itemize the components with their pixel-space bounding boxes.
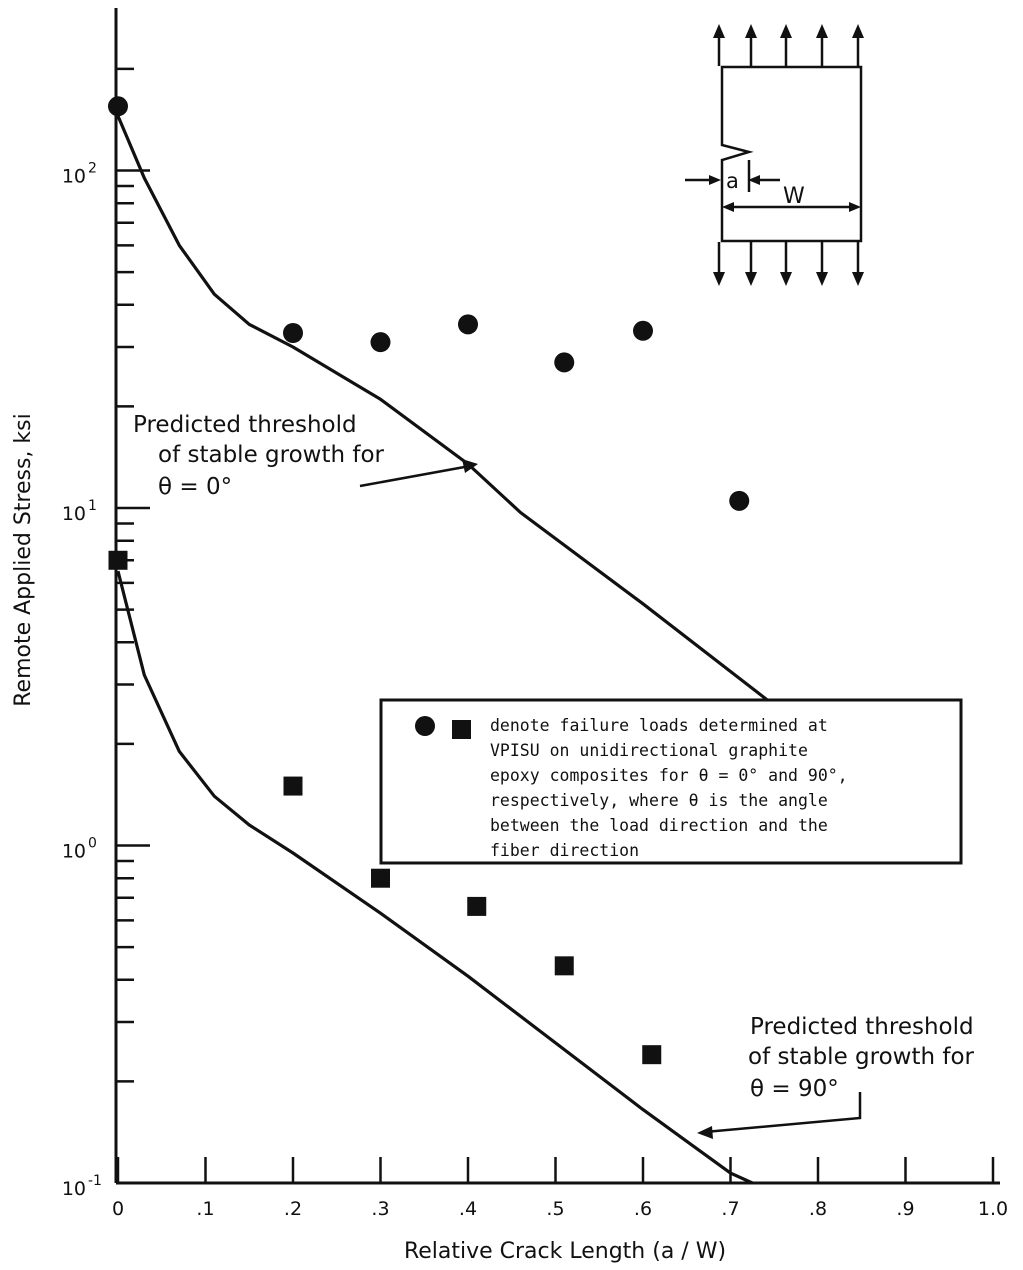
annotation-90-line-3: θ = 90° [750, 1076, 839, 1102]
y-tick-label: 10 [62, 166, 86, 188]
legend-line-5: between the load direction and the [490, 816, 828, 835]
annotation-90-line-1: Predicted threshold [750, 1014, 974, 1040]
data-point-square [554, 956, 574, 976]
data-point-circle [633, 320, 653, 341]
y-axis-title: Remote Applied Stress, ksi [11, 413, 36, 707]
data-point-circle [458, 314, 478, 335]
y-tick-label: 10 [62, 503, 86, 525]
data-point-circle [108, 96, 128, 117]
predicted-curve-3 [116, 570, 754, 1185]
x-tick-label: .2 [284, 1198, 302, 1220]
annotation-90-line-2: of stable growth for [748, 1044, 975, 1070]
data-point-circle [554, 352, 575, 373]
y-tick-label-exponent: 1 [88, 498, 97, 514]
x-tick-label: .8 [809, 1198, 827, 1220]
x-tick-label: 1.0 [978, 1198, 1008, 1220]
predicted-curves [116, 115, 776, 1185]
annotation-0-line-3: θ = 0° [158, 474, 232, 500]
y-ticks [116, 67, 150, 1083]
predicted-curve-2 [116, 115, 776, 707]
data-point-square [283, 776, 303, 796]
x-tick-label: .9 [896, 1198, 914, 1220]
specimen-outline [720, 65, 863, 243]
y-tick-label: 10 [62, 1178, 86, 1200]
data-markers [108, 96, 750, 1065]
annotation-0-line-2: of stable growth for [158, 442, 385, 468]
specimen-arrowheads [709, 24, 864, 286]
x-tick-label: .3 [371, 1198, 389, 1220]
annotation-0-line-1: Predicted threshold [133, 412, 357, 438]
x-tick-label: .1 [196, 1198, 214, 1220]
x-tick-labels: 0 .1 .2 .3 .4 .5 .6 .7 .8 .9 1.0 [112, 1198, 1008, 1220]
x-axis-title: Relative Crack Length (a / W) [404, 1239, 726, 1264]
x-ticks [116, 1157, 995, 1183]
legend-line-2: VPISU on unidirectional graphite [490, 741, 808, 760]
legend-box: denote failure loads determined at VPISU… [379, 698, 963, 865]
data-point-square [371, 868, 390, 888]
legend-line-4: respectively, where θ is the angle [490, 791, 828, 810]
axes [114, 8, 1000, 1185]
legend-frame [379, 698, 963, 865]
annotation-theta-90: Predicted threshold of stable growth for… [697, 1014, 975, 1139]
annotation-90-leader [704, 1092, 862, 1134]
y-tick-label: 10 [62, 841, 86, 863]
data-point-square [642, 1045, 662, 1065]
legend-square-marker [452, 720, 471, 739]
legend-line-6: fiber direction [490, 841, 639, 860]
legend-line-1: denote failure loads determined at [490, 716, 828, 735]
x-tick-label: .4 [459, 1198, 477, 1220]
specimen-diagram [685, 30, 863, 280]
data-point-circle [370, 332, 391, 353]
y-tick-label-exponent: 0 [88, 836, 97, 852]
data-point-circle [729, 490, 750, 511]
annotation-0-arrowhead [462, 459, 478, 473]
crack-length-label: a [726, 169, 739, 193]
width-label: W [783, 184, 805, 209]
x-tick-label: 0 [112, 1198, 124, 1220]
y-tick-label-exponent: -1 [88, 1173, 102, 1189]
y-tick-label-exponent: 2 [88, 161, 97, 177]
x-tick-label: .5 [546, 1198, 564, 1220]
annotation-0-leader [359, 464, 471, 488]
data-point-square [108, 550, 128, 570]
annotation-theta-0: Predicted threshold of stable growth for… [133, 412, 478, 500]
legend-line-3: epoxy composites for θ = 0° and 90°, [490, 766, 848, 785]
annotation-90-arrowhead [697, 1126, 713, 1139]
data-point-circle [283, 323, 303, 344]
x-tick-label: .6 [634, 1198, 652, 1220]
legend-circle-marker [415, 716, 435, 736]
data-point-square [467, 896, 487, 916]
x-tick-label: .7 [721, 1198, 739, 1220]
